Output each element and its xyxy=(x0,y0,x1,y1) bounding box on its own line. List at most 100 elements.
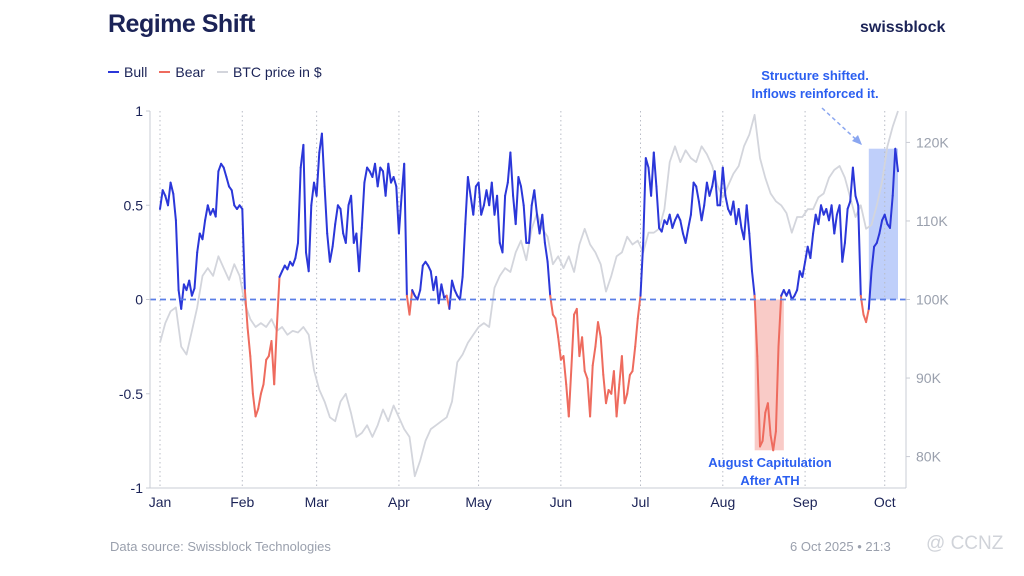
bull-segment xyxy=(639,241,645,297)
bull-segment xyxy=(376,166,382,188)
left-tick-label: -0.5 xyxy=(119,386,143,402)
btc-price-line xyxy=(159,110,899,478)
bear-segment xyxy=(597,321,602,339)
bear-segment xyxy=(254,407,260,418)
bear-segment xyxy=(562,355,568,386)
bear-segment xyxy=(756,355,761,448)
legend-item-bear[interactable]: Bear xyxy=(159,64,205,80)
bull-segment xyxy=(650,151,655,197)
bull-segment xyxy=(546,260,552,297)
bull-segment xyxy=(350,194,355,244)
bear-segment xyxy=(259,383,265,395)
bull-segment xyxy=(448,279,453,310)
bear-segment xyxy=(557,336,562,361)
bear-segment xyxy=(615,383,621,418)
bull-segment xyxy=(533,189,538,216)
bull-segment xyxy=(878,219,884,235)
left-tick-label: -1 xyxy=(131,480,144,496)
bull-segment xyxy=(708,185,714,197)
bull-segment xyxy=(668,213,674,229)
bull-segment xyxy=(652,151,658,188)
bull-segment xyxy=(307,204,313,273)
month-tick-label: May xyxy=(465,494,491,510)
bear-segment xyxy=(612,370,618,418)
bear-segment xyxy=(591,345,597,367)
bull-segment xyxy=(894,147,899,173)
bull-segment xyxy=(286,260,292,271)
bull-segment xyxy=(522,204,528,244)
bull-segment xyxy=(278,270,284,278)
bull-segment xyxy=(411,289,416,297)
btc-price-series xyxy=(159,110,899,478)
bull-segment xyxy=(302,143,307,254)
bear-segment xyxy=(605,389,610,405)
annotation-arrow-head xyxy=(852,135,862,145)
bull-segment xyxy=(713,170,719,207)
legend-item-bull[interactable]: Bull xyxy=(108,64,147,80)
bear-segment xyxy=(623,392,629,405)
annotation-structure-shift-text: Inflows reinforced it. xyxy=(751,86,878,101)
bear-segment xyxy=(774,345,780,433)
bull-segment xyxy=(528,204,533,244)
bull-segment xyxy=(543,241,549,263)
bull-segment xyxy=(841,241,846,263)
bull-segment xyxy=(721,166,727,197)
bear-segment xyxy=(583,370,589,380)
bull-segment xyxy=(453,289,459,297)
bull-segment xyxy=(459,275,464,301)
month-tick-label: Jul xyxy=(632,494,650,510)
legend-swatch-bull xyxy=(108,71,119,73)
bear-segment xyxy=(766,402,772,437)
legend-label-bull: Bull xyxy=(124,64,148,80)
bear-segment xyxy=(753,294,759,358)
bull-segment xyxy=(466,176,472,197)
bull-segment xyxy=(703,181,708,207)
bull-segment xyxy=(427,264,432,273)
bear-segment xyxy=(634,317,639,348)
bull-segment xyxy=(451,279,456,292)
bull-segment xyxy=(504,181,509,197)
bull-segment xyxy=(830,204,836,235)
bull-segment xyxy=(437,283,443,305)
bull-segment xyxy=(328,245,334,263)
bull-segment xyxy=(440,283,446,299)
month-tick-label: Apr xyxy=(388,494,410,510)
bull-segment xyxy=(387,162,392,184)
bull-segment xyxy=(689,181,695,216)
bull-segment xyxy=(496,194,501,244)
bull-segment xyxy=(679,219,684,235)
legend-label-btc: BTC price in $ xyxy=(232,64,322,80)
month-tick-label: Feb xyxy=(230,494,254,510)
bull-segment xyxy=(206,204,212,216)
bull-segment xyxy=(214,170,220,218)
bull-segment xyxy=(204,204,209,222)
bull-segment xyxy=(833,213,838,235)
bear-segment xyxy=(408,289,414,316)
bear-segment xyxy=(273,326,278,386)
bear-segment xyxy=(243,289,249,329)
bull-segment xyxy=(416,289,422,301)
data-source-note: Data source: Swissblock Technologies xyxy=(110,539,331,554)
brand-logo[interactable]: swissblock xyxy=(860,19,946,36)
bear-segment xyxy=(589,364,594,418)
bull-segment xyxy=(644,157,650,169)
bull-segment xyxy=(737,208,743,229)
bear-segment xyxy=(554,317,560,339)
bull-segment xyxy=(854,194,860,207)
bull-segment xyxy=(843,208,849,244)
bull-segment xyxy=(392,176,398,188)
bull-segment xyxy=(804,245,809,263)
legend-item-btc[interactable]: BTC price in $ xyxy=(216,64,322,80)
bull-segment xyxy=(241,208,246,292)
bull-segment xyxy=(172,192,177,222)
bear-segment xyxy=(631,345,637,373)
bull-segment xyxy=(490,181,496,216)
bull-segment xyxy=(541,213,546,244)
bull-segment xyxy=(801,260,807,278)
timestamp: 6 Oct 2025 • 21:3 xyxy=(790,539,891,554)
bull-segment xyxy=(196,232,201,254)
bull-segment xyxy=(169,181,175,195)
bull-segment xyxy=(188,279,193,297)
bull-segment xyxy=(435,275,440,305)
bear-segment xyxy=(257,392,262,410)
